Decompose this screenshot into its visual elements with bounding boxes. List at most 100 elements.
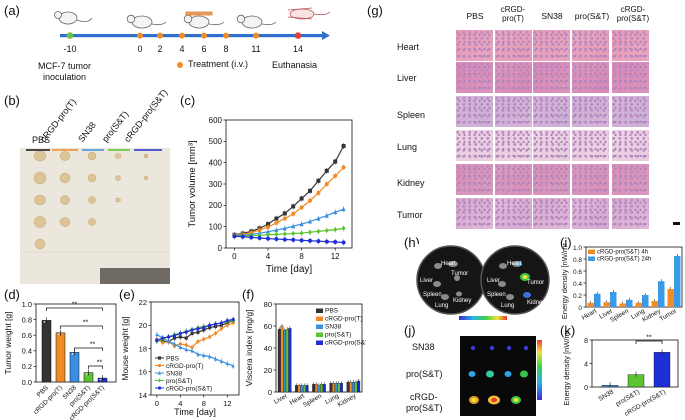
- data-point: [225, 319, 229, 323]
- colorbar: [537, 340, 542, 400]
- legend-label: pro(S&T): [166, 378, 192, 385]
- bar: [674, 256, 681, 307]
- energy-density-organs-chart: 0 0.2 0.4 0.6 0.8 1.0 Energy density [nW/mm²] H…: [560, 243, 683, 324]
- histology-tile: [456, 198, 494, 230]
- data-point: [178, 331, 182, 335]
- fluorescence-row-label: pro(S&T): [406, 369, 443, 379]
- data-point: [167, 339, 171, 344]
- data-point: [282, 211, 287, 216]
- data-point: [99, 378, 102, 381]
- y-tick-label: 8: [584, 338, 588, 345]
- y-axis-label: Energy density [nW/mm²]: [560, 243, 569, 319]
- y-tick-label: 200: [209, 201, 223, 210]
- y-tick-label: 300: [209, 180, 223, 189]
- histology-tile: [572, 62, 610, 94]
- data-point: [213, 322, 218, 326]
- histology-tile: [495, 62, 533, 94]
- y-tick-label: 1.0: [573, 245, 582, 252]
- histology-tile: [612, 198, 650, 230]
- data-point: [190, 331, 194, 335]
- histology-tile: [572, 164, 610, 196]
- x-tick-label: 0: [232, 252, 237, 261]
- panel-label-k: (k): [560, 323, 576, 338]
- bar: [594, 293, 601, 307]
- histology-col-label: PBS: [466, 11, 484, 21]
- x-axis-label: Time [day]: [174, 407, 216, 417]
- tumor-fluorescence-panel: SN38 pro(S&T) cRGD- pro(S&T): [404, 332, 560, 420]
- data-point: [202, 325, 206, 330]
- mouse-weight-chart: 14 16 18 20 22 Mouse weight [g] Time [day] 0 4 8 1…: [120, 298, 240, 417]
- histology-tile: [456, 30, 494, 62]
- plot-frame: [585, 246, 683, 308]
- tumor-volume-chart: 0 100 200 300 400 500 600 Tumor volume [mm³] Tim…: [187, 116, 353, 275]
- legend-label: SN38: [166, 371, 183, 378]
- mouse-icon: [126, 14, 167, 29]
- data-point: [231, 317, 235, 322]
- significance-label: **: [90, 342, 96, 349]
- treatment-day-marker: [253, 32, 259, 39]
- organ-label: Kidney: [453, 298, 472, 304]
- histology-tile: [533, 164, 571, 196]
- y-tick-label: 0.6: [573, 269, 582, 276]
- bar: [610, 292, 617, 307]
- mouse-icon: [183, 11, 225, 29]
- data-point: [333, 173, 338, 178]
- legend-label: cRGD-pro(S&T) 4h: [597, 250, 648, 256]
- histology-tile: [456, 62, 494, 94]
- euthanasia-label: Euthanasia: [272, 60, 318, 70]
- photo-group-label: PBS: [32, 135, 51, 145]
- x-tick-label: Liver: [273, 392, 289, 406]
- data-point: [299, 230, 304, 236]
- data-point: [282, 225, 287, 231]
- data-point: [157, 378, 162, 383]
- data-point: [202, 337, 206, 341]
- timeline-arrowhead: [322, 31, 330, 40]
- legend-label: cRGD-pro(S&T): [166, 386, 212, 393]
- tumor-photo: [20, 148, 170, 284]
- data-point: [155, 332, 159, 337]
- bar: [349, 381, 353, 393]
- bar: [354, 381, 358, 393]
- x-tick-label: 12: [223, 399, 231, 408]
- data-point: [324, 168, 329, 173]
- histology-tile: [572, 130, 610, 162]
- panel-label-d: (d): [4, 287, 20, 302]
- bar: [322, 384, 326, 393]
- series-line: [234, 145, 345, 236]
- tumor-fluorescence-image: [460, 336, 542, 416]
- data-point: [266, 225, 270, 230]
- data-point: [299, 196, 304, 201]
- data-point: [308, 198, 312, 203]
- inoculation-marker: [66, 32, 74, 39]
- bracket-line: [46, 307, 103, 311]
- histology-tile: [495, 164, 533, 196]
- x-tick-label: Kidney: [337, 392, 358, 408]
- data-point: [274, 216, 279, 221]
- histology-tile: [456, 164, 494, 196]
- data-point: [196, 352, 200, 356]
- data-point: [341, 206, 346, 212]
- data-point: [85, 373, 88, 376]
- histology-row-label: Lung: [397, 142, 418, 152]
- y-tick-label: 0.4: [573, 281, 582, 288]
- data-point: [316, 228, 321, 234]
- y-axis-label: Tumor volume [mm³]: [187, 140, 198, 227]
- data-point: [299, 221, 304, 227]
- legend-swatch: [316, 324, 323, 329]
- treatment-label: Treatment (i.v.): [188, 59, 249, 69]
- y-tick-label: 16: [139, 368, 147, 377]
- data-point: [208, 354, 212, 359]
- bar: [320, 384, 324, 393]
- x-tick-label: SN38: [597, 388, 615, 402]
- histology-row-label: Tumor: [397, 210, 423, 220]
- data-point: [232, 234, 237, 239]
- histology-tile: [612, 164, 650, 196]
- histology-col-label: cRGD- pro(T): [500, 5, 526, 23]
- y-tick-label: 14: [139, 391, 147, 400]
- histology-tile: [533, 62, 571, 94]
- organ-label: Heart: [507, 261, 522, 267]
- histology-tile: [572, 30, 610, 62]
- bar: [41, 320, 52, 383]
- data-point: [341, 240, 346, 245]
